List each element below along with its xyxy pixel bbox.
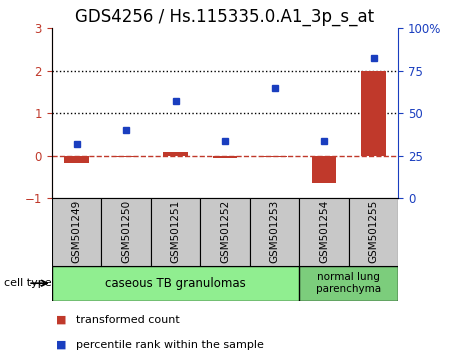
Bar [349, 198, 398, 266]
Bar [299, 266, 398, 301]
Text: GSM501251: GSM501251 [171, 200, 180, 263]
Bar [64, 156, 89, 164]
Bar [361, 71, 386, 156]
Bar [262, 156, 287, 157]
Bar [52, 198, 101, 266]
Bar [52, 266, 299, 301]
Bar [311, 156, 337, 183]
Bar [299, 198, 349, 266]
Text: caseous TB granulomas: caseous TB granulomas [105, 277, 246, 290]
Text: transformed count: transformed count [76, 315, 180, 325]
Text: GSM501254: GSM501254 [319, 200, 329, 263]
Text: ■: ■ [56, 315, 67, 325]
Text: GSM501250: GSM501250 [121, 200, 131, 263]
Text: GSM501255: GSM501255 [369, 200, 378, 263]
Text: GSM501253: GSM501253 [270, 200, 279, 263]
Text: percentile rank within the sample: percentile rank within the sample [76, 340, 265, 350]
Title: GDS4256 / Hs.115335.0.A1_3p_s_at: GDS4256 / Hs.115335.0.A1_3p_s_at [76, 8, 374, 25]
Bar [200, 198, 250, 266]
Bar [151, 198, 200, 266]
Bar [163, 152, 188, 156]
Text: GSM501252: GSM501252 [220, 200, 230, 263]
Bar [250, 198, 299, 266]
Text: normal lung
parenchyma: normal lung parenchyma [316, 272, 381, 294]
Text: GSM501249: GSM501249 [72, 200, 81, 263]
Text: cell type: cell type [4, 278, 52, 288]
Bar [101, 198, 151, 266]
Text: ■: ■ [56, 340, 67, 350]
Bar [212, 156, 238, 158]
